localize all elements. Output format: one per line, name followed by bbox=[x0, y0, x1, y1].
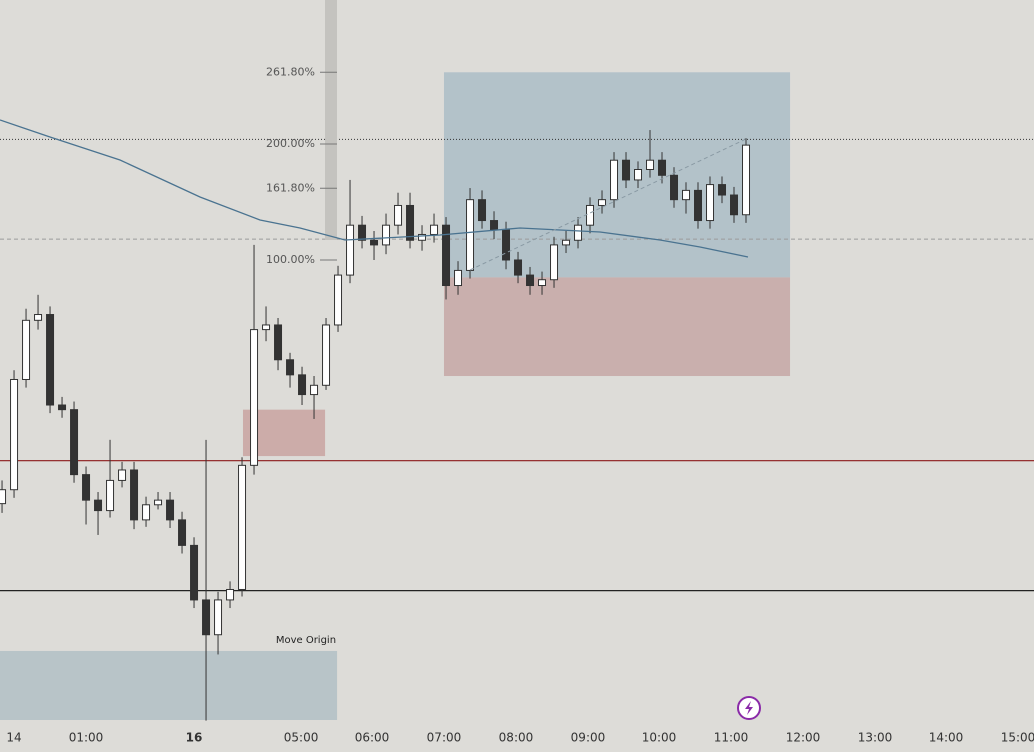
x-tick-label: 12:00 bbox=[786, 731, 821, 745]
candle-body bbox=[574, 224, 583, 241]
candle-body bbox=[106, 479, 115, 512]
alert-icon-bolt bbox=[745, 701, 753, 715]
x-tick-label: 13:00 bbox=[858, 731, 893, 745]
candle-body bbox=[382, 224, 391, 246]
candle-body bbox=[598, 199, 607, 206]
drawings bbox=[0, 72, 1034, 720]
position-stop bbox=[443, 277, 791, 377]
candle-body bbox=[58, 404, 67, 411]
candle-body bbox=[394, 204, 403, 226]
x-tick-label: 09:00 bbox=[571, 731, 606, 745]
x-tick-label: 14 bbox=[6, 731, 21, 745]
candle-body bbox=[682, 189, 691, 201]
candle-body bbox=[178, 519, 187, 546]
candle-body bbox=[646, 159, 655, 171]
candle-body bbox=[454, 269, 463, 287]
x-tick-label: 05:00 bbox=[284, 731, 319, 745]
candle-body bbox=[286, 359, 295, 376]
candle-body bbox=[250, 329, 259, 466]
candle-body bbox=[526, 274, 535, 287]
trend-line bbox=[469, 137, 749, 271]
x-tick-label: 06:00 bbox=[355, 731, 390, 745]
candle-body bbox=[34, 314, 43, 321]
candle-body bbox=[406, 204, 415, 241]
x-tick-label: 16 bbox=[186, 731, 203, 745]
candle-body bbox=[10, 378, 19, 491]
candle-body bbox=[670, 174, 679, 201]
x-tick-label: 07:00 bbox=[427, 731, 462, 745]
candle-body bbox=[238, 464, 247, 590]
candle-body bbox=[298, 374, 307, 396]
candle-body bbox=[202, 599, 211, 636]
candle-body bbox=[226, 588, 235, 601]
fib-label: 200.00% bbox=[266, 137, 315, 150]
candle-body bbox=[0, 489, 7, 505]
candle-body bbox=[262, 324, 271, 331]
candle-body bbox=[70, 409, 79, 476]
candle-body bbox=[634, 169, 643, 181]
candle-body bbox=[46, 314, 55, 406]
candle-body bbox=[442, 224, 451, 287]
x-tick-label: 01:00 bbox=[69, 731, 104, 745]
x-tick-label: 14:00 bbox=[929, 731, 964, 745]
candle-body bbox=[358, 224, 367, 241]
candle-body bbox=[466, 199, 475, 271]
candle-body bbox=[430, 224, 439, 235]
candle-body bbox=[658, 159, 667, 176]
candle-body bbox=[502, 229, 511, 261]
x-tick-label: 10:00 bbox=[642, 731, 677, 745]
plot bbox=[0, 130, 751, 721]
moving-average bbox=[0, 119, 749, 258]
fib-label: 261.80% bbox=[266, 65, 315, 78]
candle-body bbox=[334, 274, 343, 326]
candle-body bbox=[562, 239, 571, 246]
candle-body bbox=[742, 144, 751, 216]
candle-body bbox=[514, 259, 523, 276]
candle-body bbox=[706, 184, 715, 222]
x-tick-label: 11:00 bbox=[714, 731, 749, 745]
candle-body bbox=[82, 474, 91, 501]
candle-body bbox=[538, 279, 547, 287]
candle-body bbox=[550, 244, 559, 281]
candle-body bbox=[214, 599, 223, 636]
candle-body bbox=[694, 189, 703, 222]
candle-body bbox=[94, 499, 103, 512]
candle-body bbox=[274, 324, 283, 361]
zone bbox=[0, 650, 338, 720]
candle-body bbox=[730, 194, 739, 216]
fib-handle bbox=[325, 0, 337, 240]
candle-body bbox=[190, 544, 199, 601]
x-tick-label: 15:00 bbox=[1001, 731, 1034, 745]
candle-body bbox=[22, 319, 31, 380]
x-tick-label: 08:00 bbox=[499, 731, 534, 745]
candle-body bbox=[166, 499, 175, 521]
candle-body bbox=[346, 224, 355, 276]
candle-body bbox=[586, 204, 595, 226]
fib-label: 100.00% bbox=[266, 253, 315, 266]
candle-body bbox=[490, 220, 499, 231]
zone-label: Move Origin bbox=[276, 635, 336, 646]
candle-body bbox=[418, 233, 427, 241]
candle-body bbox=[154, 499, 163, 506]
candle-body bbox=[370, 239, 379, 246]
candle-body bbox=[130, 469, 139, 521]
candle-body bbox=[118, 469, 127, 481]
candle-body bbox=[142, 504, 151, 521]
candle-body bbox=[322, 324, 331, 386]
candle-body bbox=[718, 184, 727, 196]
candle-body bbox=[610, 159, 619, 201]
candle-body bbox=[310, 384, 319, 396]
candle-body bbox=[622, 159, 631, 181]
fib-label: 161.80% bbox=[266, 181, 315, 194]
candle-body bbox=[478, 199, 487, 222]
